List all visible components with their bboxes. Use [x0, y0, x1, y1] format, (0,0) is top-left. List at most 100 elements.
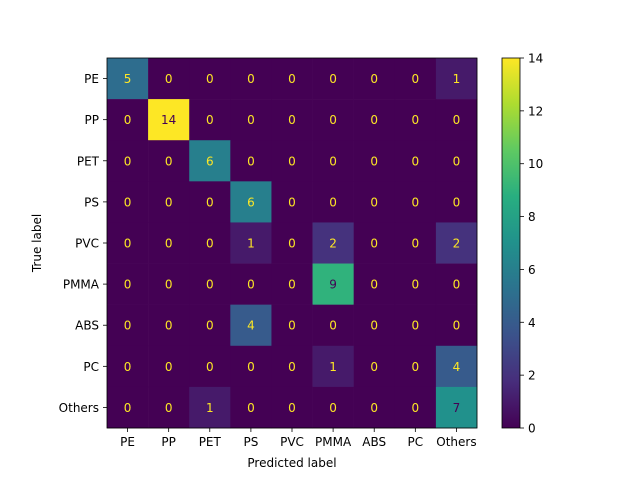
matrix-cell: [312, 99, 354, 141]
matrix-cell: [230, 140, 272, 182]
matrix-cell: [148, 263, 190, 305]
cell-value-label: 0: [124, 113, 132, 127]
cell-value-label: 0: [124, 195, 132, 209]
x-axis-ticks: PE PP PET PS PVC PMMA ABS PC Others: [120, 428, 477, 449]
matrix-cell: [435, 181, 478, 223]
matrix-cell: [353, 181, 396, 223]
cell-value-label: 0: [412, 154, 420, 168]
cell-value-label: 4: [247, 319, 255, 333]
matrix-cell: [271, 58, 313, 100]
matrix-cell: [394, 263, 437, 305]
matrix-cell: [189, 222, 231, 264]
matrix-cell: [271, 386, 313, 429]
cell-value-label: 0: [247, 401, 255, 415]
cell-value-label: 1: [206, 401, 214, 415]
x-axis-label: Predicted label: [247, 456, 336, 470]
colorbar-tick-label: 14: [528, 52, 543, 66]
cell-value-label: 0: [124, 278, 132, 292]
x-tick-label: PMMA: [315, 435, 352, 449]
colorbar-tick-label: 10: [528, 157, 543, 171]
cell-value-label: 0: [412, 401, 420, 415]
cell-value-label: 0: [288, 113, 296, 127]
cell-value-label: 0: [453, 278, 461, 292]
matrix-cell: [435, 345, 478, 388]
cell-value-label: 0: [370, 319, 378, 333]
cell-value-label: 0: [165, 319, 173, 333]
colorbar-ticks: 0 2 4 6 8 10 12 14: [520, 52, 543, 436]
cell-value-label: 0: [288, 278, 296, 292]
matrix-cell: [271, 304, 313, 347]
cell-value-label: 0: [206, 360, 214, 374]
cell-value-label: 0: [124, 319, 132, 333]
cell-value-label: 0: [247, 154, 255, 168]
matrix-cell: [230, 181, 272, 223]
matrix-cell: [271, 181, 313, 223]
matrix-cell: [312, 345, 354, 388]
matrix-cell: [394, 181, 437, 223]
cell-value-label: 0: [165, 401, 173, 415]
x-tick-label: ABS: [362, 435, 386, 449]
matrix-cell: [189, 386, 231, 429]
colorbar: 0 2 4 6 8 10 12 14: [501, 52, 543, 436]
matrix-cell: [353, 386, 396, 429]
matrix-cell: [107, 263, 149, 305]
matrix-cell: [394, 304, 437, 347]
cell-value-label: 0: [412, 113, 420, 127]
cell-value-label: 0: [329, 319, 337, 333]
cell-value-label: 0: [288, 237, 296, 251]
cell-value-label: 0: [124, 237, 132, 251]
cell-value-label: 0: [412, 195, 420, 209]
matrix-cell: [312, 222, 354, 264]
cell-value-label: 0: [124, 401, 132, 415]
cell-value-label: 7: [453, 401, 461, 415]
cell-value-label: 0: [412, 278, 420, 292]
matrix-cell: [394, 386, 437, 429]
cell-value-label: 0: [329, 72, 337, 86]
matrix-cell: [107, 58, 149, 100]
matrix-cell: [394, 345, 437, 388]
cell-value-label: 0: [370, 72, 378, 86]
cell-value-label: 0: [288, 319, 296, 333]
cell-value-label: 0: [247, 360, 255, 374]
y-tick-label: ABS: [75, 319, 99, 333]
cell-value-label: 1: [247, 237, 255, 251]
cell-value-label: 0: [329, 154, 337, 168]
x-tick-label: PS: [243, 435, 258, 449]
cell-value-label: 14: [161, 113, 176, 127]
matrix-cell: [148, 140, 190, 182]
matrix-cell: [312, 386, 354, 429]
matrix-cell: [271, 263, 313, 305]
x-tick-label: PET: [199, 435, 222, 449]
matrix-cell: [148, 304, 190, 347]
y-tick-label: PET: [77, 154, 100, 168]
cell-value-label: 0: [329, 113, 337, 127]
matrix-cell: [189, 58, 231, 100]
cell-value-label: 0: [206, 278, 214, 292]
matrix-cell: [271, 222, 313, 264]
cell-value-label: 0: [370, 360, 378, 374]
matrix-cell: [107, 304, 149, 347]
x-tick-label: PP: [161, 435, 175, 449]
matrix-cell: [435, 263, 478, 305]
matrix-cell: [189, 263, 231, 305]
colorbar-tick-label: 2: [528, 369, 536, 383]
matrix-cell: [271, 345, 313, 388]
cell-value-label: 0: [412, 237, 420, 251]
x-tick-label: PE: [120, 435, 135, 449]
matrix-cell: [148, 345, 190, 388]
matrix-cell: [230, 263, 272, 305]
matrix-cell: [312, 181, 354, 223]
y-tick-label: PC: [83, 360, 99, 374]
matrix-cell: [189, 99, 231, 141]
cell-value-label: 6: [206, 154, 214, 168]
y-tick-label: PP: [85, 113, 99, 127]
matrix-cell: [394, 58, 437, 100]
x-tick-label: Others: [436, 435, 476, 449]
cell-value-label: 1: [329, 360, 337, 374]
cell-value-label: 0: [412, 360, 420, 374]
cell-value-label: 5: [124, 72, 132, 86]
matrix-cell: [230, 304, 272, 347]
cell-value-label: 0: [206, 72, 214, 86]
cell-value-label: 0: [206, 195, 214, 209]
